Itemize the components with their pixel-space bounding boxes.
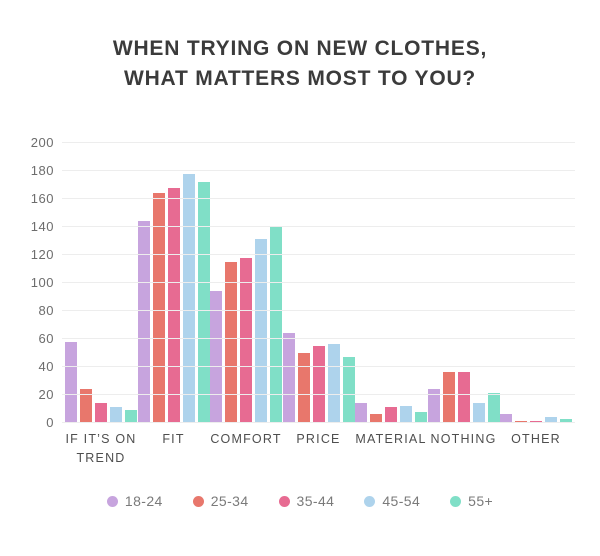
x-axis-category-label: FIT <box>162 431 185 446</box>
y-axis-tick-label: 60 <box>38 330 54 346</box>
bar <box>355 403 367 423</box>
legend-item: 35-44 <box>278 493 335 510</box>
gridline <box>62 197 575 199</box>
bar <box>95 403 107 423</box>
bar <box>427 389 440 423</box>
bar <box>370 414 382 423</box>
bars-layer <box>62 143 575 423</box>
bar <box>282 333 295 423</box>
gridline <box>62 281 575 283</box>
legend-dot-icon <box>106 495 118 507</box>
bar <box>327 344 340 423</box>
bar <box>137 221 150 423</box>
legend-item: 55+ <box>450 493 493 509</box>
y-axis-tick-label: 80 <box>38 302 54 318</box>
bar <box>472 403 485 423</box>
bar <box>167 187 180 423</box>
bar-group <box>355 403 427 423</box>
gridline <box>62 393 575 395</box>
gridline <box>62 421 575 423</box>
bar <box>487 393 500 423</box>
chart-title-line-1: WHEN TRYING ON NEW CLOTHES, <box>112 37 488 60</box>
x-axis-category-label: PRICE <box>296 431 341 446</box>
legend-item: 45-54 <box>364 493 420 509</box>
bar <box>182 173 195 423</box>
x-axis-category-label: COMFORT <box>210 431 282 446</box>
bar <box>500 414 512 423</box>
bar <box>80 389 92 423</box>
x-axis-category-label: NOTHING <box>430 431 497 446</box>
x-axis-category-label: OTHER <box>511 431 561 446</box>
bar <box>125 410 137 423</box>
bar <box>210 291 222 423</box>
gridline <box>62 309 575 311</box>
bar <box>415 411 427 423</box>
bar <box>342 357 355 423</box>
x-axis-category-label: MATERIAL <box>355 431 427 446</box>
bar-group <box>427 372 500 423</box>
bar <box>197 182 210 423</box>
gridline <box>62 225 575 227</box>
bar-group <box>137 173 210 423</box>
y-axis-tick-label: 40 <box>38 358 54 374</box>
gridline <box>62 365 575 367</box>
bar <box>560 418 572 423</box>
bar-group <box>210 226 282 423</box>
y-axis-tick-label: 0 <box>46 414 54 430</box>
bar-group <box>282 333 355 423</box>
x-axis-labels: IF IT’S ON TREND FIT COMFORT PRICE MATERIAL N… <box>62 430 575 468</box>
bar <box>312 345 325 423</box>
y-axis-tick-label: 120 <box>30 246 54 262</box>
y-axis-tick-label: 160 <box>30 190 54 206</box>
legend-label: 35-44 <box>296 493 335 510</box>
bar <box>297 352 310 423</box>
bar <box>442 372 455 423</box>
bar <box>400 406 412 423</box>
legend-item: 18-24 <box>106 493 163 510</box>
infographic-bar-chart: WHEN TRYING ON NEW CLOTHES, WHAT MATTERS… <box>0 34 600 556</box>
bar <box>152 193 165 423</box>
bar <box>457 372 470 423</box>
bar <box>545 417 557 423</box>
y-axis-tick-label: 140 <box>30 218 54 234</box>
y-axis-tick-label: 200 <box>30 134 54 150</box>
bar <box>240 257 252 423</box>
chart-title: WHEN TRYING ON NEW CLOTHES, WHAT MATTERS… <box>0 34 600 95</box>
y-axis-tick-label: 180 <box>30 162 54 178</box>
bar <box>255 239 267 423</box>
legend-dot-icon <box>192 495 204 507</box>
bar <box>270 226 282 423</box>
y-axis-tick-label: 20 <box>38 386 54 402</box>
chart-title-line-2: WHAT MATTERS MOST TO YOU? <box>123 67 477 91</box>
legend-label: 45-54 <box>382 493 421 510</box>
plot-area: 0 20 40 60 80 100 120 140 160 180 200 <box>31 135 575 430</box>
gridline <box>62 337 575 339</box>
gridline <box>62 141 575 143</box>
legend-dot-icon <box>450 495 462 507</box>
bar <box>385 407 397 423</box>
legend-label: 55+ <box>468 493 494 510</box>
bar <box>110 407 122 423</box>
legend: 18-24 25-34 35-44 45-54 55+ <box>0 493 600 509</box>
x-axis-category-label: IF IT’S ON TREND <box>65 431 137 465</box>
y-axis-tick-label: 100 <box>30 274 54 290</box>
legend-label: 18-24 <box>124 493 163 510</box>
legend-dot-icon <box>364 495 376 507</box>
legend-item: 25-34 <box>192 493 249 510</box>
gridline <box>62 253 575 255</box>
bar <box>225 261 237 423</box>
gridline <box>62 169 575 171</box>
legend-label: 25-34 <box>210 493 249 510</box>
bar <box>65 341 77 423</box>
bar-group <box>65 341 137 423</box>
legend-dot-icon <box>278 495 290 507</box>
